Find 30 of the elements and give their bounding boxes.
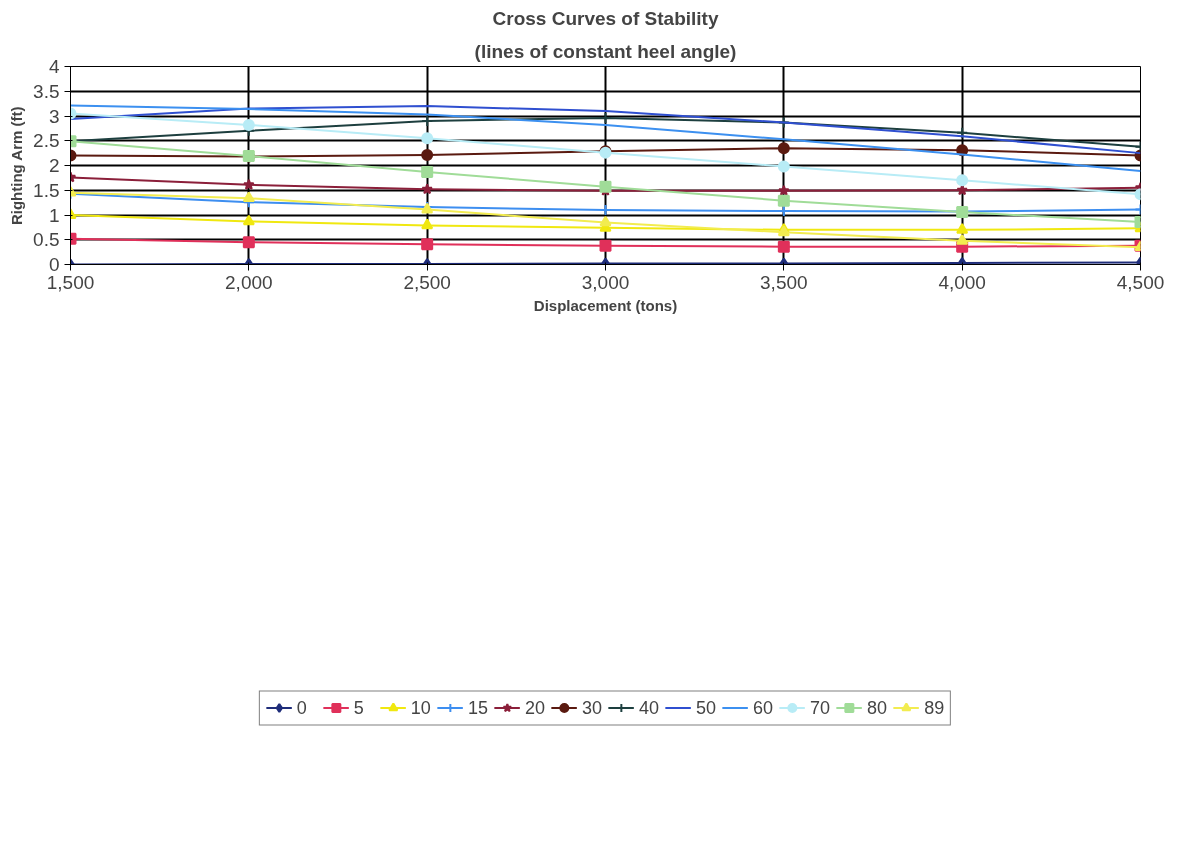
y-tick-label: 2.5 [33,130,60,152]
y-tick-label: 3.5 [33,80,60,102]
x-tick-label: 3,500 [760,271,808,293]
legend-label: 40 [638,697,659,719]
x-tick-label: 2,000 [225,271,273,293]
legend-label: 89 [924,697,945,719]
legend-label: 5 [353,697,365,719]
legend-label: 50 [696,697,717,719]
legend-label: 70 [810,697,831,719]
y-tick-label: 4 [48,56,60,77]
y-tick-label: 1.5 [33,179,60,201]
y-tick-label: 2 [48,155,60,176]
x-axis-title: Displacement (tons) [533,296,678,314]
y-axis-title: Righting Arm (ft) [8,106,26,226]
y-tick-label: 1 [48,204,60,226]
legend-label: 80 [867,697,888,719]
legend-label: 10 [410,697,431,719]
legend-label: 30 [581,697,602,719]
x-tick-label: 2,500 [403,271,451,293]
chart-subtitle: (lines of constant heel angle) [474,40,737,62]
legend-label: 60 [753,697,774,719]
x-tick-label: 4,000 [938,271,986,293]
x-tick-label: 4,500 [1116,271,1165,293]
legend-label: 20 [524,697,545,719]
legend-label: 0 [296,697,308,719]
chart-title: Cross Curves of Stability [492,7,719,29]
y-tick-label: 0.5 [33,229,60,251]
legend-label: 15 [467,697,488,719]
y-tick-label: 3 [48,105,60,127]
x-tick-label: 3,000 [581,271,630,293]
